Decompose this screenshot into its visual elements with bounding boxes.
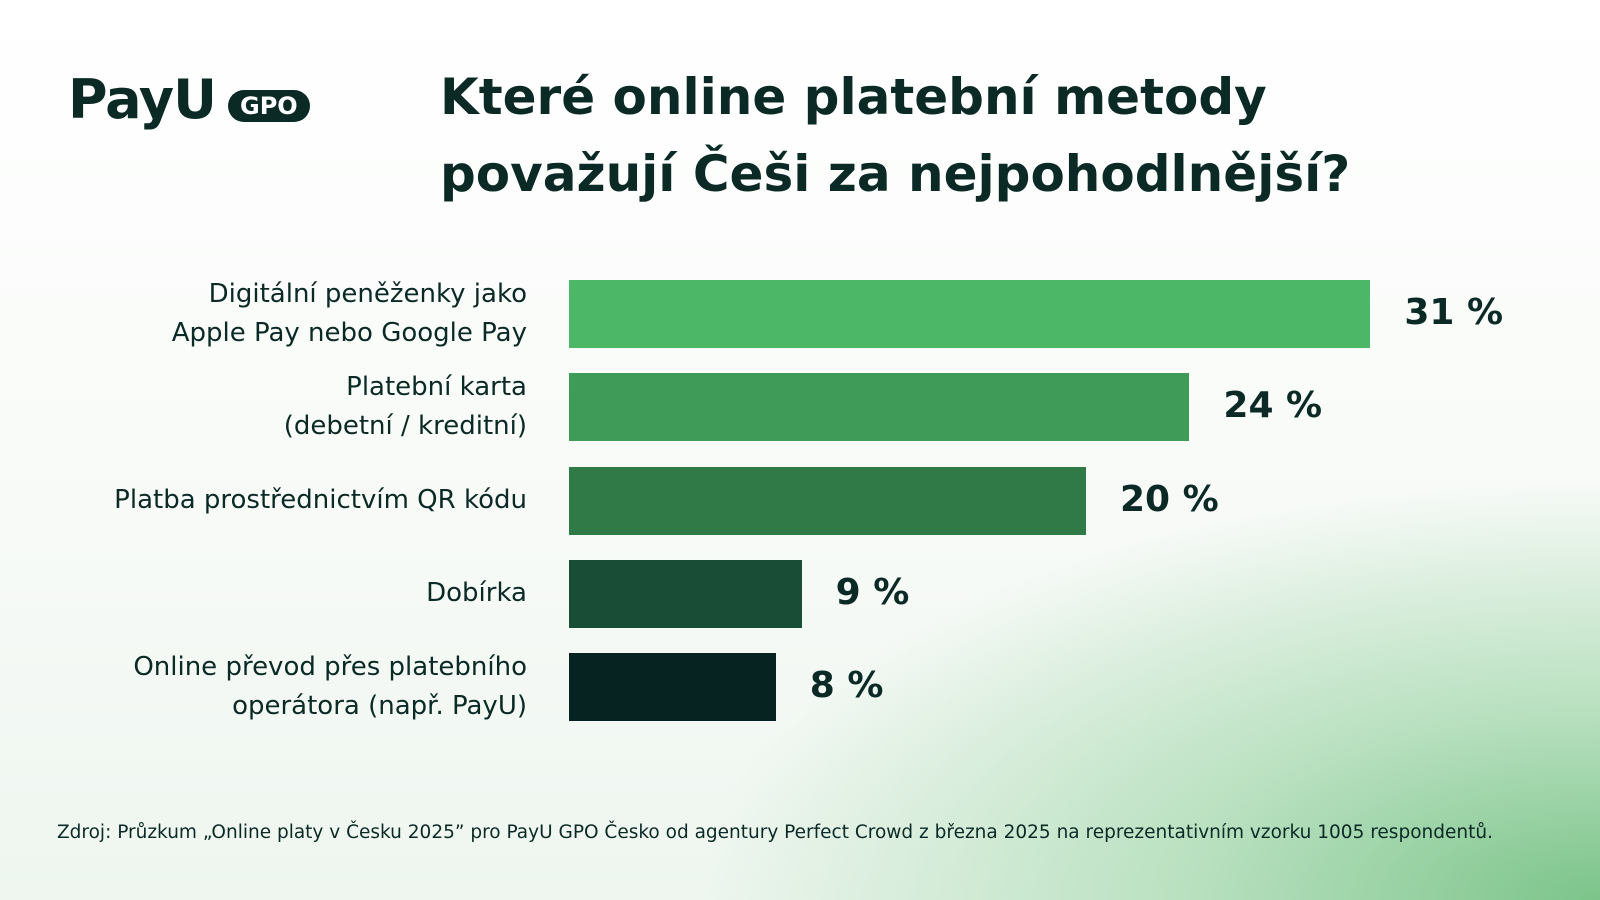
bar: [569, 280, 1371, 348]
value-label: 8 %: [809, 665, 884, 707]
value-label: 20 %: [1120, 478, 1219, 520]
chart-title: Které online platební metody: [440, 68, 1267, 126]
value-label: 24 %: [1223, 385, 1323, 427]
category-label: Dobírka: [426, 578, 527, 609]
logo-badge: GPO: [228, 90, 310, 122]
bar: [569, 559, 802, 628]
bar: [569, 373, 1190, 442]
source-note: Zdroj: Průzkum „Online platy v Česku 202…: [57, 822, 1493, 843]
category-label: Online převod přes platebního operátora …: [133, 652, 527, 722]
bar: [569, 466, 1086, 535]
category-label: Digitální peněženky jako Apple Pay nebo …: [171, 279, 527, 348]
category-label: Platba prostřednictvím QR kódu: [114, 485, 527, 516]
chart-title: považují Češi za nejpohodlnější?: [440, 145, 1351, 203]
logo: PayU: [68, 68, 217, 131]
category-label: Platební karta (debetní / kreditní): [283, 372, 527, 442]
bar: [569, 653, 776, 722]
value-label: 9 %: [835, 571, 910, 613]
value-label: 31 %: [1404, 292, 1504, 333]
